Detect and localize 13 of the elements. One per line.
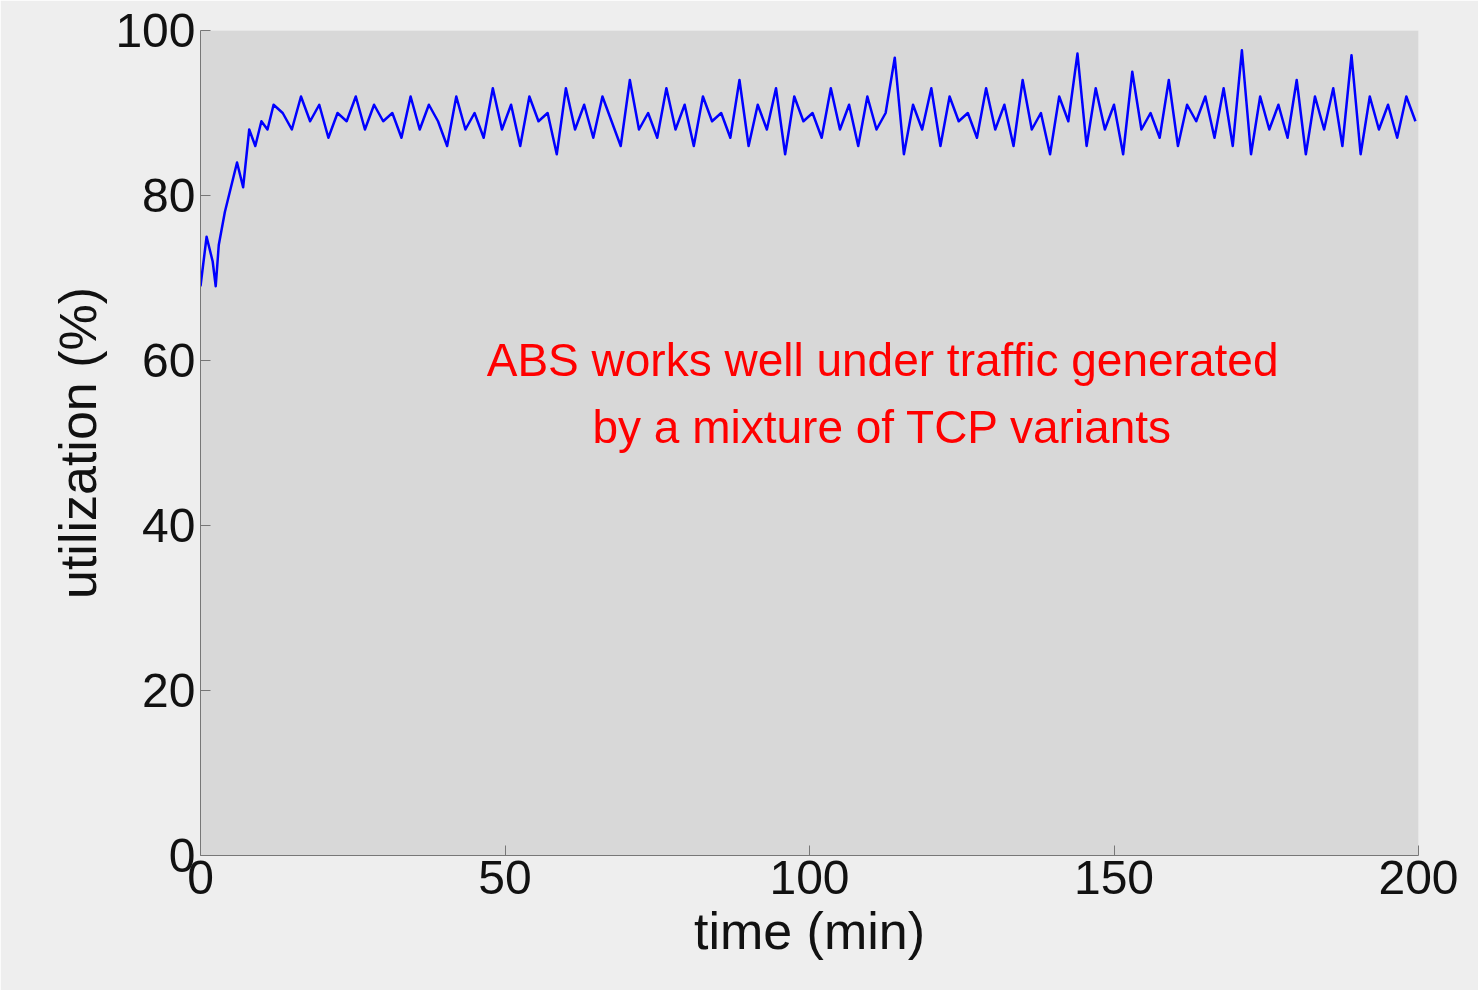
y-tick-label: 20 xyxy=(142,664,196,717)
y-tick-label: 80 xyxy=(142,169,196,222)
x-tick-label: 150 xyxy=(1073,850,1155,904)
line-series xyxy=(200,49,1417,288)
x-axis-title: time (min) xyxy=(693,901,926,960)
x-tick-label: 50 xyxy=(478,850,532,904)
y-tick-label: 100 xyxy=(115,4,196,57)
y-tick-label: 60 xyxy=(142,334,196,387)
y-tick-label: 40 xyxy=(142,499,196,552)
x-tick-label: 200 xyxy=(1378,850,1459,904)
y-axis-title: utilization (%) xyxy=(49,286,108,600)
annotation: ABS works well under traffic generated by a mixture of TCP variants xyxy=(486,333,1279,454)
x-tick-label: 100 xyxy=(769,850,850,904)
